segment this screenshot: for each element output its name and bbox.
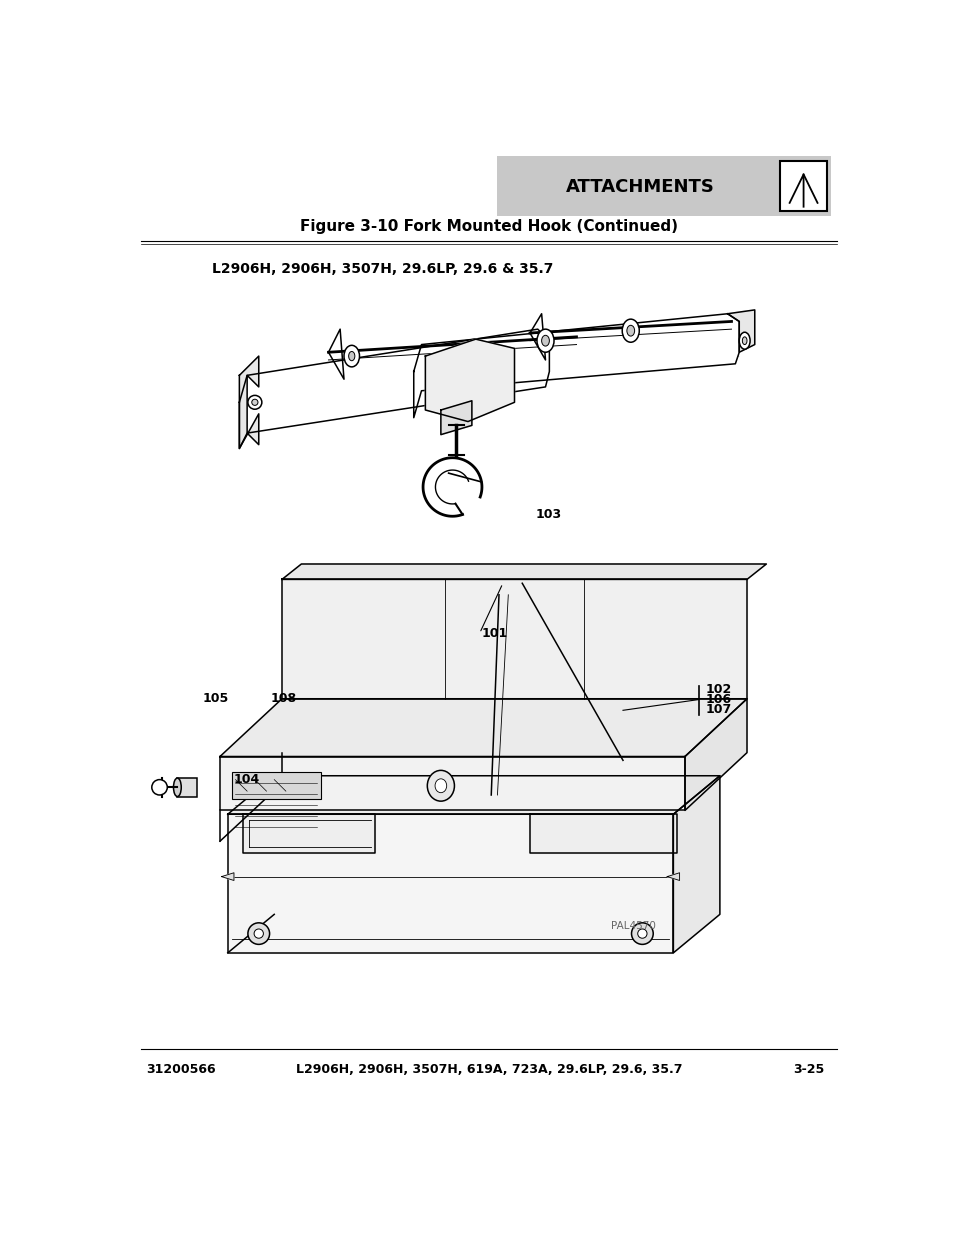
Text: 105: 105	[203, 693, 229, 705]
Polygon shape	[220, 757, 684, 810]
Text: 106: 106	[704, 693, 731, 706]
Ellipse shape	[541, 336, 549, 346]
Text: Figure 3-10 Fork Mounted Hook (Continued): Figure 3-10 Fork Mounted Hook (Continued…	[299, 220, 678, 235]
Text: 104: 104	[233, 773, 260, 787]
Circle shape	[637, 929, 646, 939]
Polygon shape	[530, 314, 545, 359]
Text: 3-25: 3-25	[792, 1063, 823, 1077]
Text: 103: 103	[535, 509, 561, 521]
Bar	[780, 161, 826, 211]
Polygon shape	[414, 314, 739, 417]
Ellipse shape	[435, 779, 446, 793]
Ellipse shape	[537, 330, 554, 352]
Text: 108: 108	[270, 693, 296, 705]
Polygon shape	[220, 699, 746, 757]
Polygon shape	[239, 330, 549, 448]
Bar	[232, 772, 320, 799]
Polygon shape	[673, 776, 720, 953]
Polygon shape	[727, 310, 754, 352]
Ellipse shape	[348, 352, 355, 361]
Polygon shape	[228, 776, 720, 814]
Polygon shape	[328, 330, 344, 379]
Ellipse shape	[739, 332, 749, 350]
Ellipse shape	[626, 325, 634, 336]
Text: PAL4570: PAL4570	[611, 921, 656, 931]
Ellipse shape	[621, 319, 639, 342]
Polygon shape	[243, 814, 375, 852]
Text: ATTACHMENTS: ATTACHMENTS	[566, 178, 715, 195]
Circle shape	[253, 929, 263, 939]
Text: L2906H, 2906H, 3507H, 619A, 723A, 29.6LP, 29.6, 35.7: L2906H, 2906H, 3507H, 619A, 723A, 29.6LP…	[295, 1063, 681, 1077]
Ellipse shape	[427, 771, 454, 802]
Polygon shape	[282, 564, 765, 579]
Ellipse shape	[344, 346, 359, 367]
Ellipse shape	[741, 337, 746, 345]
Bar	[497, 156, 830, 216]
Polygon shape	[425, 340, 514, 421]
Polygon shape	[684, 699, 746, 810]
Text: 101: 101	[481, 627, 508, 640]
Text: 107: 107	[704, 703, 731, 716]
Polygon shape	[228, 814, 673, 953]
Ellipse shape	[173, 778, 181, 797]
Polygon shape	[282, 579, 746, 699]
Polygon shape	[530, 814, 677, 852]
Circle shape	[252, 399, 257, 405]
Bar	[177, 778, 196, 797]
Polygon shape	[666, 873, 679, 881]
Text: L2906H, 2906H, 3507H, 29.6LP, 29.6 & 35.7: L2906H, 2906H, 3507H, 29.6LP, 29.6 & 35.…	[212, 262, 553, 277]
Circle shape	[152, 779, 167, 795]
Circle shape	[631, 923, 653, 945]
Polygon shape	[221, 873, 233, 881]
Polygon shape	[440, 401, 472, 435]
Text: 102: 102	[704, 683, 731, 697]
Circle shape	[248, 923, 270, 945]
Polygon shape	[239, 356, 258, 448]
Text: 31200566: 31200566	[146, 1063, 215, 1077]
Circle shape	[248, 395, 261, 409]
